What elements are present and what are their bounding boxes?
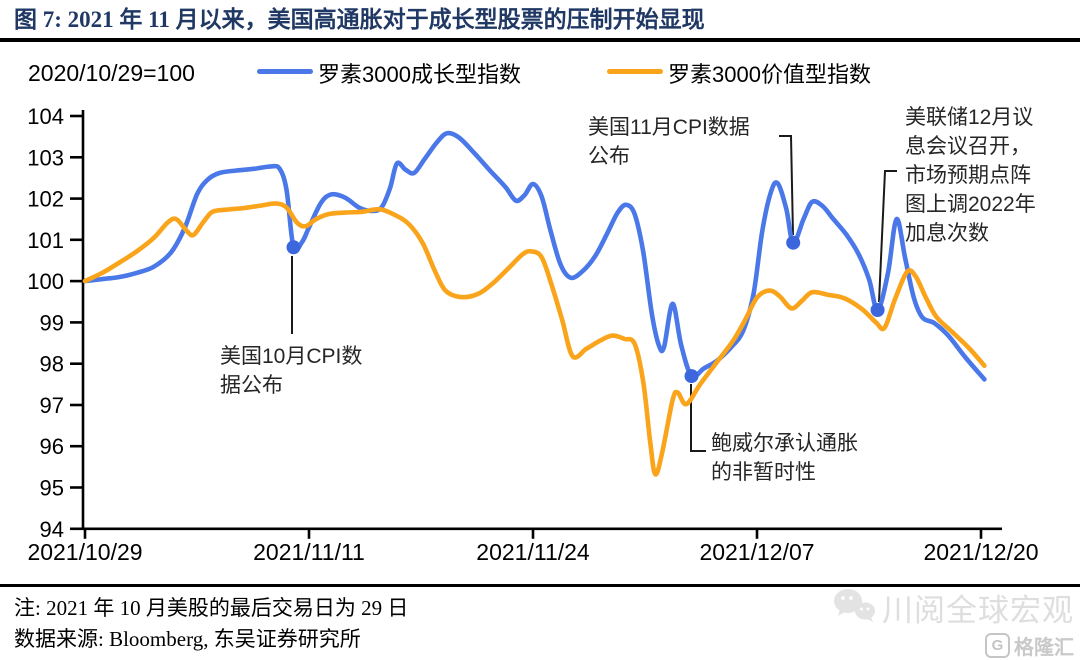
svg-text:94: 94 <box>40 517 64 542</box>
gelonghui-logo-icon: G <box>985 633 1010 658</box>
event-marker-1 <box>684 369 699 384</box>
svg-text:96: 96 <box>40 434 64 459</box>
wechat-icon <box>832 587 876 628</box>
watermark-account-name: 川阅全球宏观 <box>882 593 1074 628</box>
svg-text:95: 95 <box>40 476 64 501</box>
svg-text:97: 97 <box>40 393 64 418</box>
axes <box>70 110 1002 539</box>
svg-text:103: 103 <box>27 145 64 170</box>
svg-text:101: 101 <box>27 228 64 253</box>
callout-powell <box>690 384 706 452</box>
growth-series-label: 罗素3000成长型指数 <box>318 62 521 87</box>
callout-fomc <box>878 170 897 303</box>
svg-text:100: 100 <box>27 269 64 294</box>
footnotes: 注: 2021 年 10 月美股的最后交易日为 29 日 数据来源: Bloom… <box>0 587 1080 655</box>
series-line-0 <box>82 130 987 382</box>
svg-text:2021/12/20: 2021/12/20 <box>923 539 1038 565</box>
y-axis-labels: 94 95 96 97 98 99 100 101 102 103 104 <box>27 104 64 542</box>
x-axis-labels: 2021/10/29 2021/11/11 2021/11/24 2021/12/07… <box>27 539 1038 565</box>
value-series-label: 罗素3000价值型指数 <box>668 62 871 87</box>
series-line-1 <box>82 201 987 477</box>
value-series-swatch <box>607 69 663 74</box>
page-title: 图 7: 2021 年 11 月以来，美国高通胀对于成长型股票的压制开始显现 <box>14 7 705 32</box>
footnote-text: 注: 2021 年 10 月美股的最后交易日为 29 日 <box>14 596 409 620</box>
svg-text:2021/11/24: 2021/11/24 <box>476 539 590 565</box>
growth-series-swatch <box>257 69 313 74</box>
chart-area: 94 95 96 97 98 99 100 101 102 103 104 2021/10/29 202… <box>0 94 1080 574</box>
event-marker-3 <box>870 303 885 317</box>
annotation-fomc: 美联储12月议 息会议召开， 市场预期点阵 图上调2022年 加息次数 <box>905 106 1036 245</box>
annotation-oct-cpi: 美国10月CPI数 据公布 <box>220 345 363 397</box>
index-base-label: 2020/10/29=100 <box>28 60 195 86</box>
legend: 2020/10/29=100 罗素3000成长型指数 罗素3000价值型指数 <box>0 42 1080 94</box>
svg-text:98: 98 <box>40 352 64 377</box>
title-divider <box>0 38 1080 42</box>
svg-text:99: 99 <box>40 310 64 335</box>
data-source-text: 数据来源: Bloomberg, 东吴证券研究所 <box>14 627 361 651</box>
svg-text:2021/11/11: 2021/11/11 <box>253 539 365 565</box>
event-marker-2 <box>786 235 801 250</box>
event-marker-0 <box>286 240 301 255</box>
callout-nov-cpi <box>779 135 794 236</box>
annotation-nov-cpi: 美国11月CPI数据 公布 <box>588 116 750 168</box>
annotation-powell: 鲍威尔承认通胀 的非暂时性 <box>711 432 858 484</box>
footer-divider <box>0 584 1080 587</box>
svg-text:2021/10/29: 2021/10/29 <box>27 539 142 565</box>
svg-text:2021/12/07: 2021/12/07 <box>699 539 814 565</box>
svg-text:104: 104 <box>27 104 64 129</box>
gelonghui-name: 格隆汇 <box>1014 637 1074 659</box>
svg-text:102: 102 <box>27 187 64 212</box>
watermark: 川阅全球宏观 G 格隆汇 <box>832 585 1074 660</box>
